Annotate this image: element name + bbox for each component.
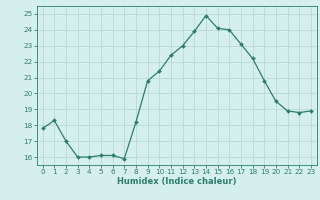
X-axis label: Humidex (Indice chaleur): Humidex (Indice chaleur) [117, 177, 236, 186]
